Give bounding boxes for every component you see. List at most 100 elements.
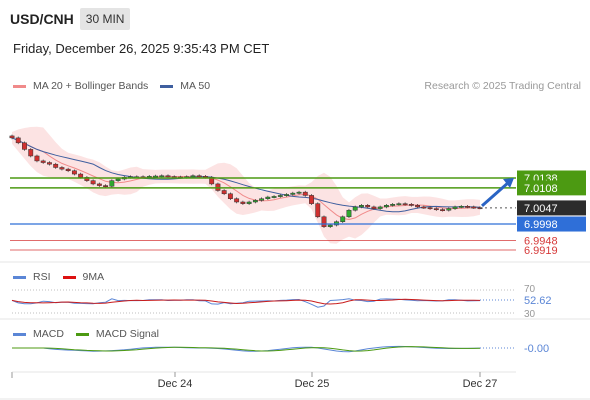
candle-body <box>371 206 377 209</box>
ma9-swatch <box>62 275 76 279</box>
candle-body <box>196 175 202 178</box>
candle-body <box>390 204 396 206</box>
candle-body <box>34 155 40 162</box>
candle-body <box>71 170 77 175</box>
candle-body <box>240 201 246 204</box>
candle-body <box>408 204 414 206</box>
candle-body <box>471 206 477 209</box>
candle-body <box>427 207 433 210</box>
candle-body <box>252 200 258 203</box>
candle-body <box>103 185 109 188</box>
candle-body <box>153 175 158 178</box>
x-axis-tick-label: Dec 24 <box>158 378 193 390</box>
candle-body <box>452 206 458 209</box>
candle-body <box>433 208 439 211</box>
candle-body <box>22 142 27 150</box>
forecast-arrow-head <box>503 178 514 188</box>
candle-body <box>465 206 470 208</box>
macd-swatch <box>13 332 26 336</box>
symbol-label: USD/CNH <box>10 11 74 27</box>
candle-body <box>340 216 346 222</box>
rsi-value-label: 52.62 <box>524 295 552 307</box>
candle-body <box>159 175 165 178</box>
candle-body <box>65 168 71 172</box>
legend-rsi: RSI <box>13 271 51 283</box>
candle-body <box>302 191 308 196</box>
candle-body <box>440 209 445 212</box>
chart-header: USD/CNH 30 MIN <box>10 8 131 30</box>
rsi-swatch <box>13 275 26 279</box>
candle-body <box>415 205 421 208</box>
candle-body <box>365 205 371 208</box>
ma50-swatch <box>160 84 174 88</box>
x-axis-tick-label: Dec 27 <box>463 378 498 390</box>
candle-body <box>315 203 321 218</box>
candle-body <box>59 167 65 170</box>
candle-body <box>115 178 121 181</box>
candle-body <box>271 196 277 198</box>
candle-body <box>28 149 34 157</box>
legend-macd-signal: MACD Signal <box>75 328 159 340</box>
legend-9ma-label: 9MA <box>82 271 105 283</box>
candle-body <box>277 195 283 197</box>
rsi-tick-label: 30 <box>524 309 536 320</box>
credit-label: Research © 2025 Trading Central <box>424 80 581 92</box>
rsi-ma9-line <box>11 298 481 305</box>
candle-body <box>396 203 402 206</box>
macd-signal-swatch <box>75 332 89 336</box>
candle-body <box>359 205 364 208</box>
candle-body <box>352 206 358 211</box>
level-label: 7.0047 <box>524 203 558 215</box>
candle-body <box>246 201 252 204</box>
candle-body <box>334 221 339 226</box>
candle-body <box>234 198 240 203</box>
candle-body <box>296 191 302 194</box>
rsi-tick-label: 70 <box>524 284 536 295</box>
macd-value-label: -0.00 <box>524 343 549 355</box>
legend-macd-signal-label: MACD Signal <box>95 328 159 340</box>
level-label-box <box>517 200 586 216</box>
datetime-label: Friday, December 26, 2025 9:35:43 PM CET <box>13 41 270 56</box>
candle-body <box>90 180 96 185</box>
candle-body <box>221 190 227 195</box>
legend-ma20-label: MA 20 + Bollinger Bands <box>33 80 149 92</box>
candle-body <box>96 183 102 186</box>
candle-body <box>421 206 427 209</box>
ma20-swatch <box>13 84 26 88</box>
candle-body <box>53 163 59 168</box>
legend-macd: MACD <box>13 328 64 340</box>
candle-body <box>9 135 15 139</box>
level-label: 6.9919 <box>524 245 558 257</box>
candle-body <box>346 209 352 218</box>
candle-body <box>290 192 296 195</box>
ma50-line <box>11 137 481 213</box>
legend-ma50-label: MA 50 <box>180 80 211 92</box>
candle-body <box>309 195 314 204</box>
macd-legend: MACD MACD Signal <box>13 328 171 340</box>
candle-body <box>377 206 383 209</box>
candle-body <box>259 198 265 201</box>
candle-body <box>227 193 233 199</box>
rsi-legend: RSI 9MA <box>13 271 116 283</box>
candle-body <box>47 162 52 165</box>
level-label: 6.9948 <box>524 235 558 247</box>
macd-line <box>12 345 481 353</box>
level-label: 7.0108 <box>524 183 558 195</box>
legend-rsi-label: RSI <box>33 271 51 283</box>
candle-body <box>321 216 327 227</box>
candle-body <box>458 206 464 208</box>
macd-signal-line <box>12 346 481 352</box>
candle-body <box>15 137 21 144</box>
level-label-box <box>517 180 586 196</box>
candle-body <box>383 205 389 208</box>
candle-body <box>446 208 452 211</box>
legend-ma20: MA 20 + Bollinger Bands <box>13 80 148 92</box>
candle-body <box>190 175 196 178</box>
legend-ma50: MA 50 <box>160 80 210 92</box>
level-label: 6.9998 <box>524 219 558 231</box>
candle-body <box>327 224 333 227</box>
candle-body <box>284 194 289 196</box>
level-label-box <box>517 216 586 232</box>
timeframe-badge[interactable]: 30 MIN <box>79 8 131 30</box>
